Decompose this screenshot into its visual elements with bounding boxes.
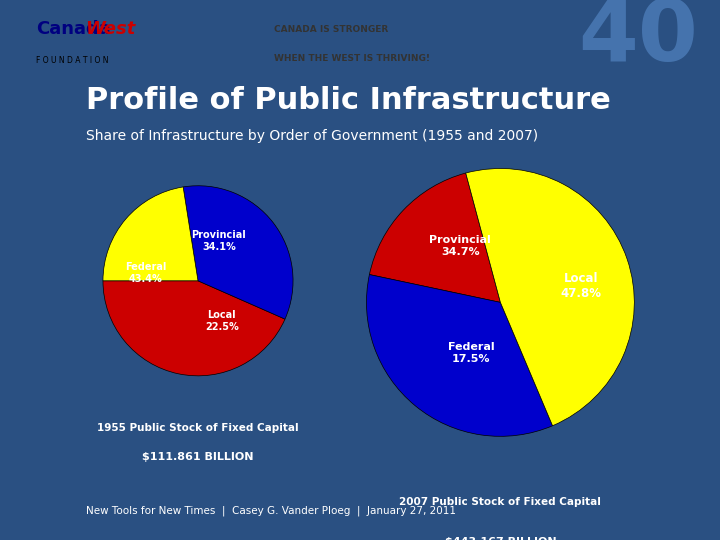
Text: Profile of Public Infrastructure: Profile of Public Infrastructure: [86, 86, 611, 115]
Text: Federal
43.4%: Federal 43.4%: [125, 262, 166, 284]
Text: WHEN THE WEST IS THRIVING!: WHEN THE WEST IS THRIVING!: [274, 54, 430, 63]
Text: Canada: Canada: [36, 21, 111, 38]
Text: Provincial
34.1%: Provincial 34.1%: [192, 230, 246, 252]
Text: 40: 40: [579, 0, 698, 79]
Text: Local
47.8%: Local 47.8%: [560, 272, 601, 300]
Text: $111.861 BILLION: $111.861 BILLION: [143, 452, 253, 462]
Text: $443.167 BILLION: $443.167 BILLION: [444, 537, 557, 540]
Text: CANADA IS STRONGER: CANADA IS STRONGER: [274, 25, 388, 34]
Text: New Tools for New Times  |  Casey G. Vander Ploeg  |  January 27, 2011: New Tools for New Times | Casey G. Vande…: [86, 505, 456, 516]
Text: West: West: [85, 21, 135, 38]
Wedge shape: [369, 173, 500, 302]
Text: 1955 Public Stock of Fixed Capital: 1955 Public Stock of Fixed Capital: [97, 423, 299, 434]
Wedge shape: [183, 186, 293, 319]
Wedge shape: [366, 274, 552, 436]
Text: Provincial
34.7%: Provincial 34.7%: [429, 235, 491, 257]
Text: F O U N D A T I O N: F O U N D A T I O N: [36, 56, 109, 65]
Text: Local
22.5%: Local 22.5%: [205, 310, 238, 332]
Text: Federal
17.5%: Federal 17.5%: [448, 342, 494, 364]
Wedge shape: [103, 187, 198, 281]
Wedge shape: [103, 281, 285, 376]
Text: 2007 Public Stock of Fixed Capital: 2007 Public Stock of Fixed Capital: [400, 497, 601, 507]
Text: Share of Infrastructure by Order of Government (1955 and 2007): Share of Infrastructure by Order of Gove…: [86, 129, 539, 143]
Wedge shape: [466, 168, 634, 426]
